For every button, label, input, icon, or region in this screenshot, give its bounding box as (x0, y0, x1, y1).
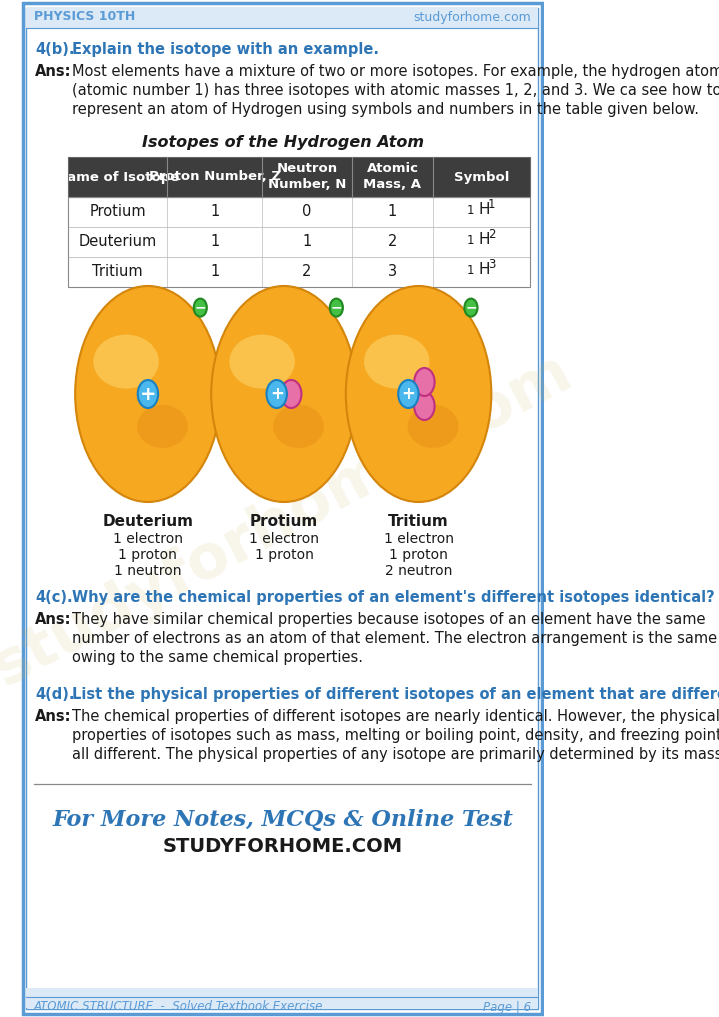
Text: 1: 1 (210, 264, 219, 280)
FancyBboxPatch shape (68, 227, 530, 257)
Text: studyforhome.com: studyforhome.com (0, 342, 582, 698)
Text: Protium: Protium (250, 514, 318, 529)
Text: PHYSICS 10TH: PHYSICS 10TH (34, 10, 135, 23)
Text: −: − (195, 301, 206, 314)
Ellipse shape (75, 286, 221, 502)
Text: The chemical properties of different isotopes are nearly identical. However, the: The chemical properties of different iso… (71, 709, 719, 724)
Circle shape (281, 380, 301, 408)
Text: Symbol: Symbol (454, 171, 509, 183)
Ellipse shape (211, 286, 357, 502)
Text: 4(b).: 4(b). (35, 42, 75, 57)
Text: 1: 1 (210, 235, 219, 249)
Ellipse shape (229, 335, 295, 388)
Text: H: H (478, 202, 490, 218)
Text: 2 neutron: 2 neutron (385, 564, 452, 578)
Text: 3: 3 (388, 264, 397, 280)
Ellipse shape (346, 286, 491, 502)
FancyBboxPatch shape (68, 257, 530, 287)
Text: 1 proton: 1 proton (119, 548, 178, 562)
FancyBboxPatch shape (27, 8, 538, 28)
Text: Protium: Protium (89, 204, 146, 220)
Circle shape (414, 392, 434, 420)
Text: 2: 2 (388, 235, 397, 249)
Text: 1: 1 (388, 204, 397, 220)
Ellipse shape (93, 335, 159, 388)
Text: H: H (478, 233, 490, 247)
Text: +: + (139, 384, 156, 404)
Text: Ans:: Ans: (35, 612, 72, 627)
Text: H: H (478, 262, 490, 278)
Text: For More Notes, MCQs & Online Test: For More Notes, MCQs & Online Test (52, 809, 513, 831)
Text: 1: 1 (467, 234, 474, 246)
Text: Page | 6: Page | 6 (483, 1001, 531, 1014)
Text: 1: 1 (467, 203, 474, 217)
FancyBboxPatch shape (27, 8, 538, 1009)
Text: 4(d).: 4(d). (35, 687, 75, 702)
Text: Isotopes of the Hydrogen Atom: Isotopes of the Hydrogen Atom (142, 135, 423, 149)
Text: 2: 2 (488, 229, 495, 241)
Text: Neutron
Number, N: Neutron Number, N (267, 163, 346, 191)
Text: number of electrons as an atom of that element. The electron arrangement is the : number of electrons as an atom of that e… (71, 631, 717, 646)
Text: Name of Isotope: Name of Isotope (56, 171, 179, 183)
Text: owing to the same chemical properties.: owing to the same chemical properties. (71, 650, 362, 665)
Ellipse shape (273, 405, 324, 448)
Text: +: + (401, 385, 416, 403)
FancyBboxPatch shape (68, 157, 530, 197)
Text: List the physical properties of different isotopes of an element that are differ: List the physical properties of differen… (71, 687, 719, 702)
Text: 0: 0 (302, 204, 311, 220)
Text: They have similar chemical properties because isotopes of an element have the sa: They have similar chemical properties be… (71, 612, 705, 627)
Text: Deuterium: Deuterium (78, 235, 157, 249)
Text: 4(c).: 4(c). (35, 590, 73, 605)
Circle shape (330, 299, 343, 316)
Text: 1 electron: 1 electron (249, 532, 319, 546)
Text: 1 proton: 1 proton (389, 548, 448, 562)
Text: 1: 1 (488, 198, 495, 212)
Text: all different. The physical properties of any isotope are primarily determined b: all different. The physical properties o… (71, 747, 719, 762)
FancyBboxPatch shape (27, 988, 538, 1008)
Text: 1 proton: 1 proton (255, 548, 313, 562)
Text: Why are the chemical properties of an element's different isotopes identical?: Why are the chemical properties of an el… (71, 590, 714, 605)
Text: 1: 1 (210, 204, 219, 220)
Text: −: − (465, 301, 477, 314)
Text: Ans:: Ans: (35, 64, 72, 79)
Circle shape (193, 299, 207, 316)
FancyBboxPatch shape (68, 197, 530, 227)
Text: 1: 1 (303, 235, 311, 249)
Text: 2: 2 (302, 264, 311, 280)
Text: represent an atom of Hydrogen using symbols and numbers in the table given below: represent an atom of Hydrogen using symb… (71, 102, 699, 117)
Ellipse shape (364, 335, 429, 388)
Text: +: + (270, 385, 283, 403)
Text: 1 electron: 1 electron (113, 532, 183, 546)
Text: ATOMIC STRUCTURE  -  Solved Textbook Exercise: ATOMIC STRUCTURE - Solved Textbook Exerc… (34, 1001, 323, 1014)
Text: 1: 1 (467, 263, 474, 277)
Text: Most elements have a mixture of two or more isotopes. For example, the hydrogen : Most elements have a mixture of two or m… (71, 64, 719, 79)
Text: 3: 3 (488, 258, 495, 272)
Text: STUDYFORHOME.COM: STUDYFORHOME.COM (162, 837, 403, 855)
Text: Tritium: Tritium (92, 264, 143, 280)
Circle shape (138, 380, 158, 408)
Text: Ans:: Ans: (35, 709, 72, 724)
Circle shape (267, 380, 287, 408)
Text: Deuterium: Deuterium (102, 514, 193, 529)
Ellipse shape (137, 405, 188, 448)
Text: Atomic
Mass, A: Atomic Mass, A (363, 163, 421, 191)
Circle shape (464, 299, 477, 316)
Text: Proton Number, Z: Proton Number, Z (149, 171, 280, 183)
Circle shape (398, 380, 418, 408)
Text: −: − (331, 301, 342, 314)
Text: Explain the isotope with an example.: Explain the isotope with an example. (71, 42, 378, 57)
Text: Tritium: Tritium (388, 514, 449, 529)
Text: studyforhome.com: studyforhome.com (413, 10, 531, 23)
Text: 1 neutron: 1 neutron (114, 564, 182, 578)
FancyBboxPatch shape (23, 3, 541, 1014)
Text: (atomic number 1) has three isotopes with atomic masses 1, 2, and 3. We ca see h: (atomic number 1) has three isotopes wit… (71, 83, 719, 98)
Text: 1 electron: 1 electron (383, 532, 454, 546)
Text: properties of isotopes such as mass, melting or boiling point, density, and free: properties of isotopes such as mass, mel… (71, 728, 719, 743)
Ellipse shape (408, 405, 459, 448)
Circle shape (414, 368, 434, 396)
